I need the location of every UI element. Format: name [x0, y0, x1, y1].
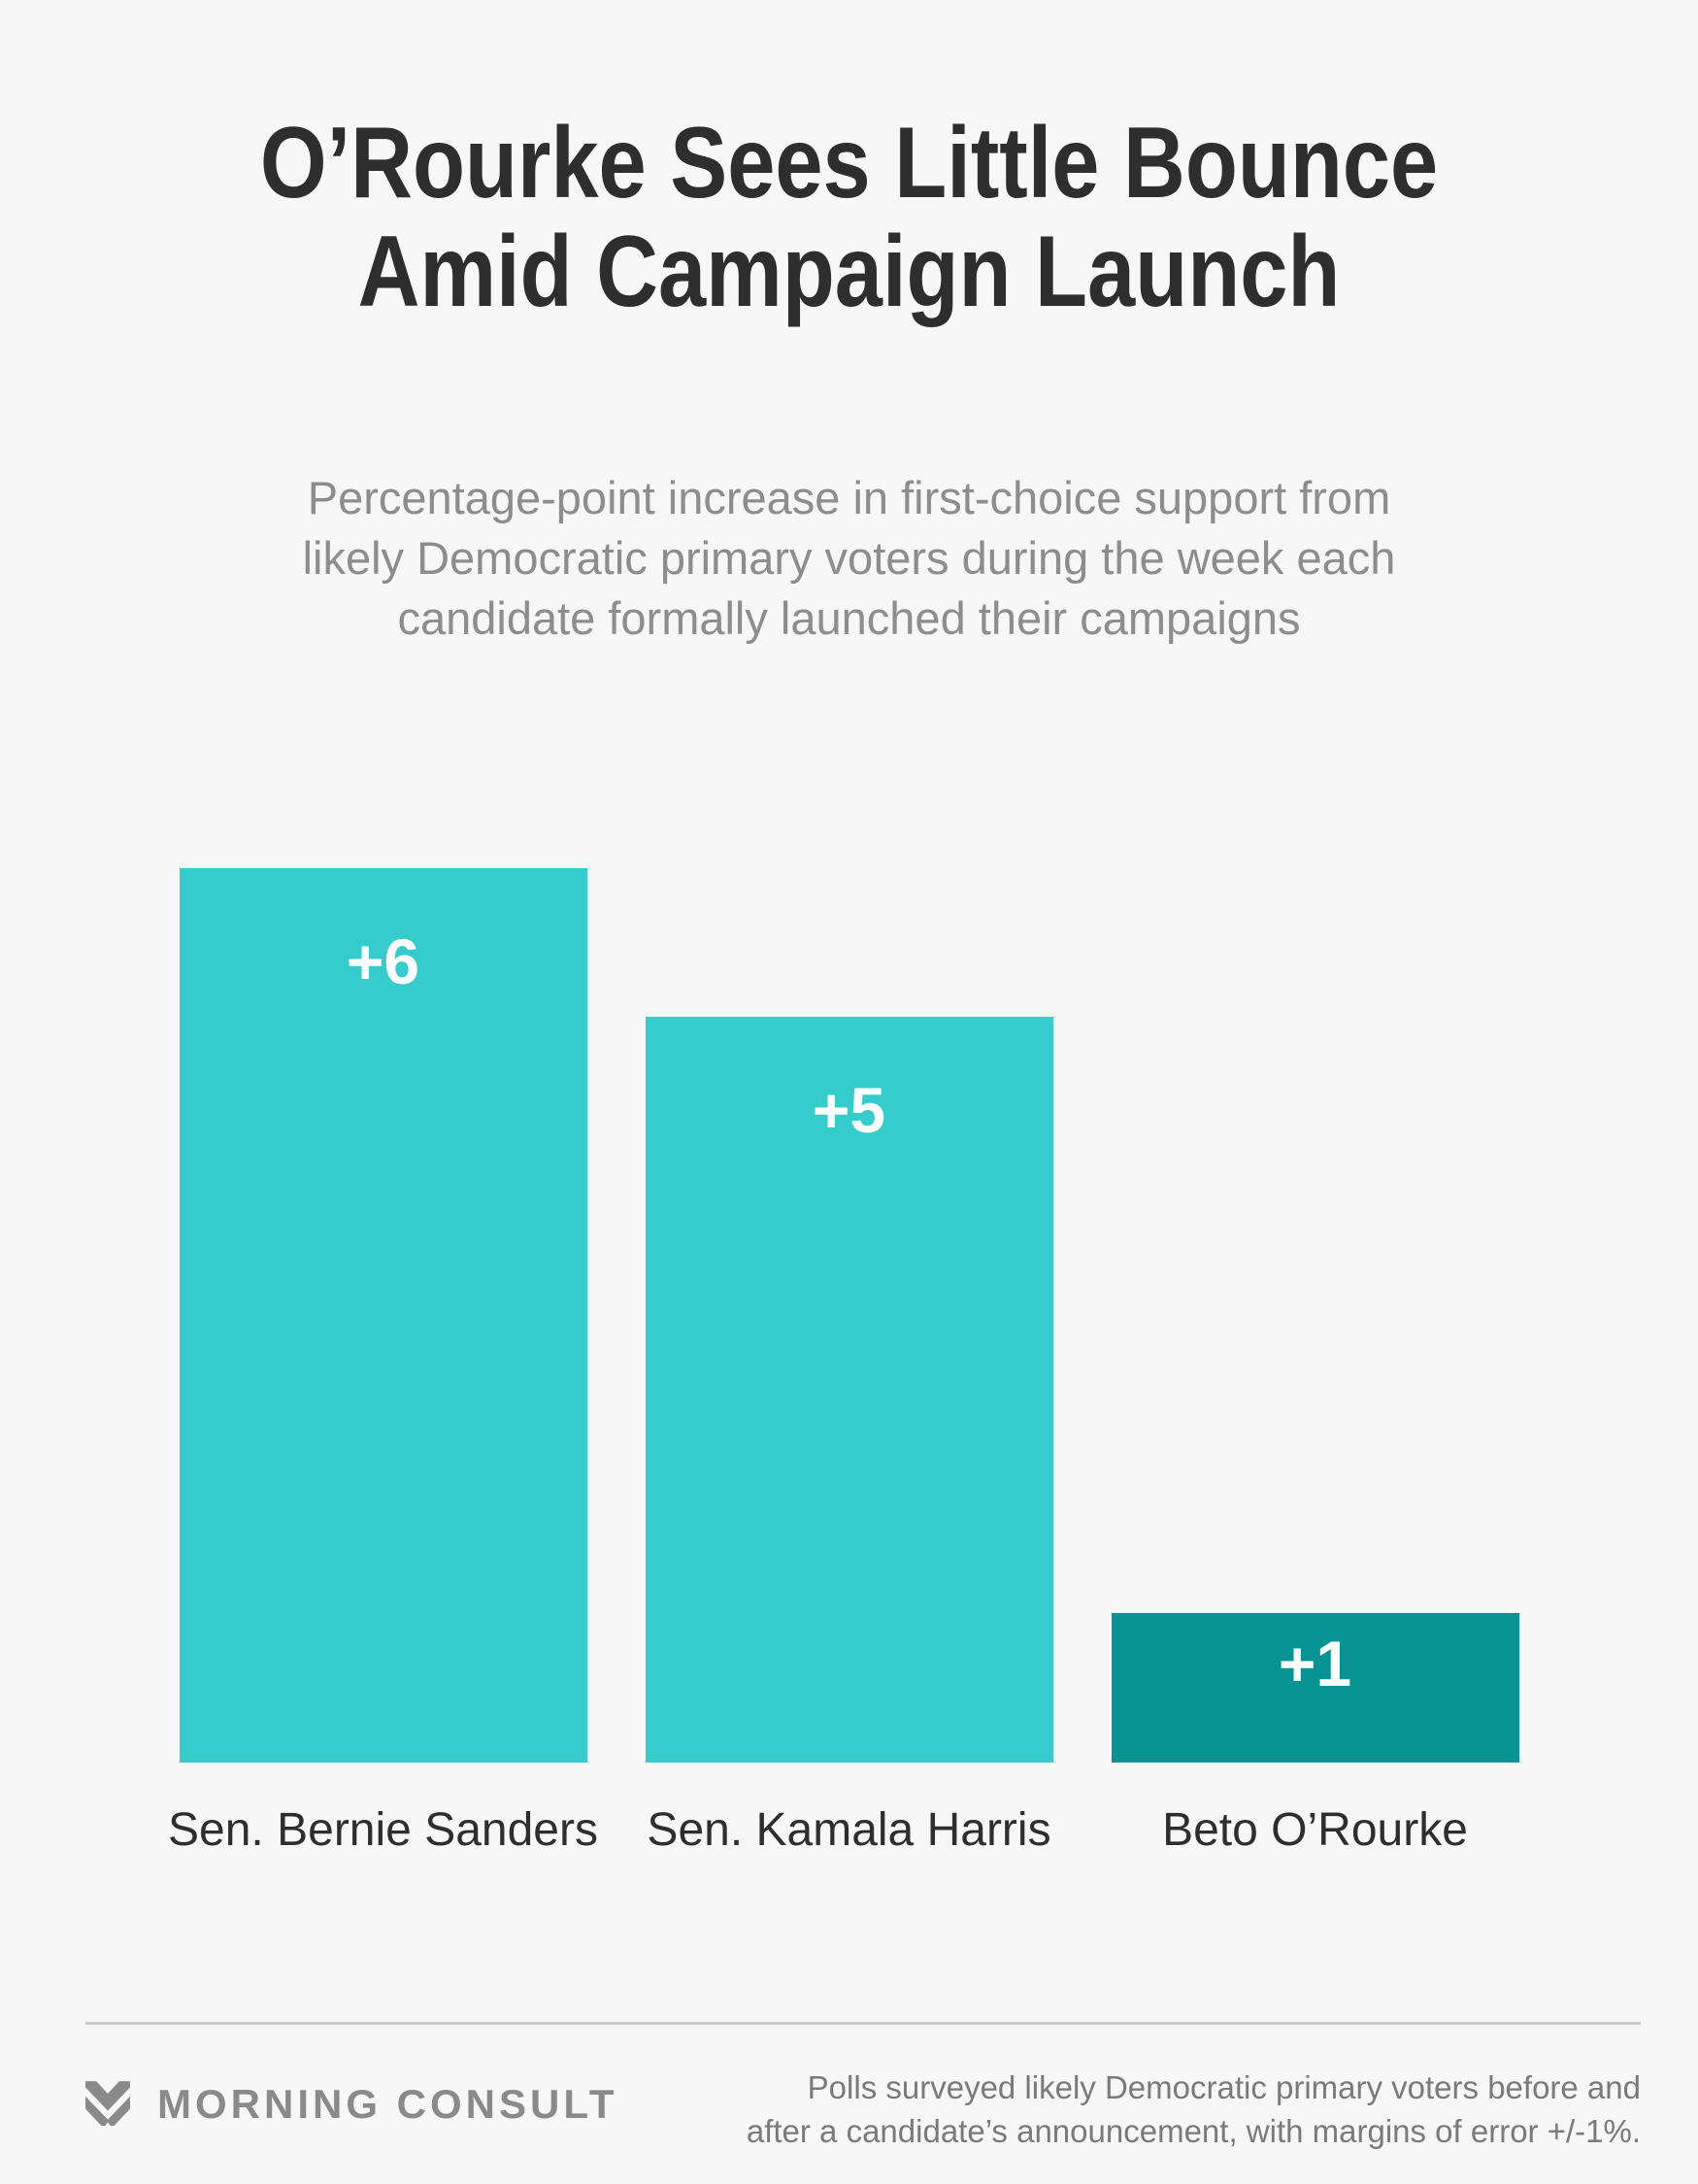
bar-beto-orourke: +1: [1111, 1613, 1519, 1763]
page-title-line-2: Amid Campaign Launch: [357, 216, 1341, 328]
bar-group-kamala-harris: +5 Sen. Kamala Harris: [645, 868, 1053, 1856]
chart-subtitle: Percentage-point increase in first-choic…: [0, 468, 1698, 649]
m-logo-icon: [85, 2081, 130, 2127]
chart-subtitle-line-2: likely Democratic primary voters during …: [302, 532, 1396, 584]
bar-group-bernie-sanders: +6 Sen. Bernie Sanders: [168, 868, 598, 1856]
footer-note-line-2: after a candidate’s announcement, with m…: [746, 2113, 1641, 2149]
footer-note: Polls surveyed likely Democratic primary…: [747, 2066, 1641, 2153]
bar-value-label: +5: [812, 1074, 886, 1146]
bar-category-label: Sen. Bernie Sanders: [168, 1804, 598, 1856]
chart-subtitle-line-3: candidate formally launched their campai…: [397, 592, 1301, 644]
bar-category-label: Beto O’Rourke: [1162, 1804, 1468, 1856]
bar-value-label: +1: [1278, 1628, 1352, 1699]
morning-consult-logo: MORNING CONSULT: [85, 2078, 618, 2131]
bar-kamala-harris: +5: [645, 1017, 1053, 1763]
bar-category-label: Sen. Kamala Harris: [647, 1804, 1051, 1856]
footer-divider: [85, 2022, 1641, 2025]
chart-subtitle-line-1: Percentage-point increase in first-choic…: [307, 472, 1391, 523]
page-title: O’Rourke Sees Little Bounce Amid Campaig…: [0, 109, 1698, 326]
page-title-line-1: O’Rourke Sees Little Bounce: [259, 107, 1439, 219]
logo-wordmark: MORNING CONSULT: [157, 2081, 618, 2127]
footer-note-line-1: Polls surveyed likely Democratic primary…: [807, 2069, 1641, 2105]
bar-bernie-sanders: +6: [179, 868, 587, 1763]
bar-group-beto-orourke: +1 Beto O’Rourke: [1111, 868, 1519, 1856]
bar-chart: +6 Sen. Bernie Sanders +5 Sen. Kamala Ha…: [0, 868, 1698, 1856]
bar-value-label: +6: [346, 925, 420, 997]
